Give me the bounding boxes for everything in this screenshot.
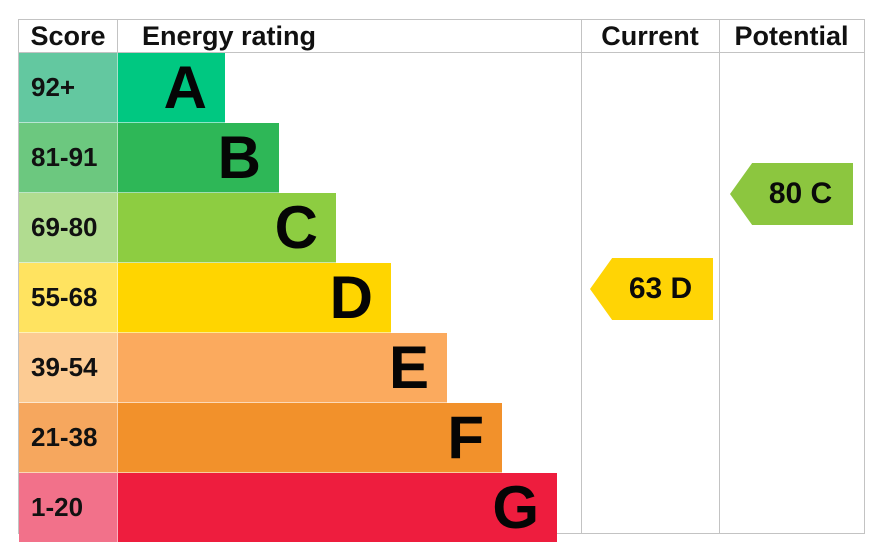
band-row: 39-54 E [19, 333, 864, 403]
band-row: 92+ A [19, 53, 864, 123]
band-row: 69-80 C [19, 193, 864, 263]
potential-column-divider [719, 20, 720, 533]
band-score-range: 81-91 [19, 123, 118, 193]
current-column-header: Current [601, 20, 699, 51]
band-bar: C [118, 193, 336, 263]
band-score-range: 39-54 [19, 333, 118, 403]
band-row: 55-68 D [19, 263, 864, 333]
band-score-range: 92+ [19, 53, 118, 123]
epc-rating-table: Score Energy rating Current Potential 92… [18, 19, 865, 542]
score-column-header: Score [19, 20, 118, 52]
band-rows: 92+ A 81-91 B 69-80 C 55-68 D 39-54 E 21… [19, 53, 864, 542]
current-rating-label: 63 D [628, 272, 693, 305]
band-score-range: 55-68 [19, 263, 118, 333]
current-column-divider [581, 20, 582, 533]
potential-rating-label: 80 C [768, 177, 833, 210]
band-score-range: 69-80 [19, 193, 118, 263]
potential-column-header: Potential [734, 20, 849, 51]
potential-rating-marker-arrow-icon: 80 C [730, 163, 853, 225]
band-score-range: 1-20 [19, 473, 118, 542]
band-bar: E [118, 333, 447, 403]
current-rating-marker-arrow-icon: 63 D [590, 258, 713, 320]
band-bar: D [118, 263, 391, 333]
band-score-range: 21-38 [19, 403, 118, 473]
band-row: 81-91 B [19, 123, 864, 193]
table-header-row: Score Energy rating Current Potential [19, 20, 864, 53]
band-bar: G [118, 473, 557, 542]
band-row: 21-38 F [19, 403, 864, 473]
band-bar: F [118, 403, 502, 473]
band-bar: A [118, 53, 225, 123]
band-bar: B [118, 123, 279, 193]
energy-rating-column-header: Energy rating [142, 20, 317, 51]
band-row: 1-20 G [19, 473, 864, 542]
